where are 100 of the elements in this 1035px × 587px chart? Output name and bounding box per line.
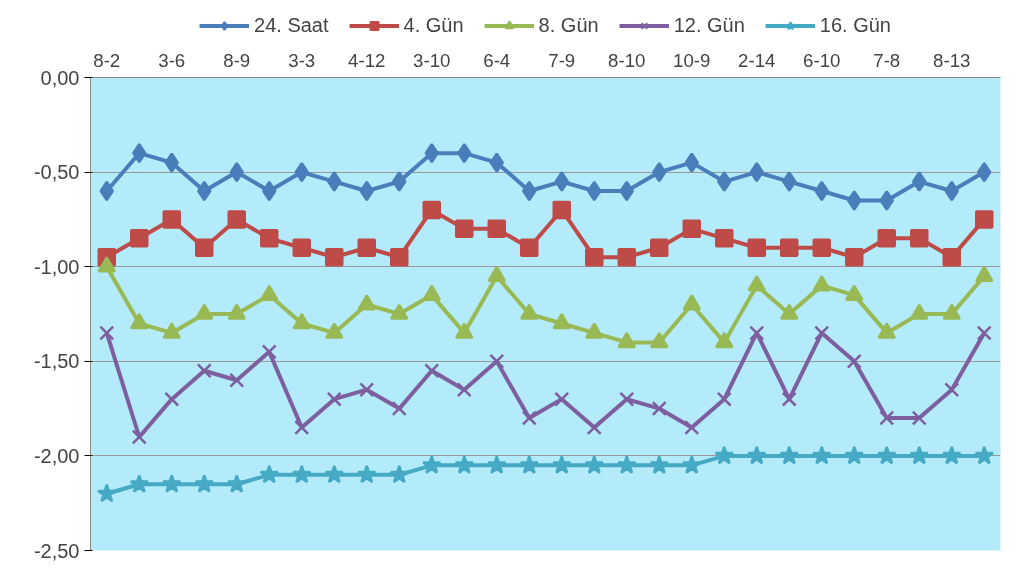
point <box>260 229 279 248</box>
legend-label: 12. Gün <box>673 13 745 37</box>
point <box>422 200 441 220</box>
point <box>456 382 472 398</box>
point <box>684 419 700 436</box>
point <box>229 372 245 388</box>
point <box>454 455 475 474</box>
point <box>489 152 504 173</box>
y-tick-label: -0,50 <box>33 161 80 184</box>
point <box>357 294 376 311</box>
point <box>554 391 570 407</box>
point <box>194 474 215 493</box>
point <box>164 152 179 173</box>
point <box>584 455 605 474</box>
point <box>520 238 539 258</box>
x-tick-label: 3-6 <box>158 49 186 71</box>
point <box>844 445 865 465</box>
y-tick-label: -2,00 <box>33 444 80 467</box>
point <box>390 247 409 267</box>
point <box>715 331 734 349</box>
point <box>649 455 670 474</box>
point <box>812 275 831 292</box>
point <box>421 455 442 474</box>
point <box>617 331 636 349</box>
point <box>162 210 181 229</box>
x-tick-label: 8-2 <box>93 49 121 71</box>
legend-label: 4. Gün <box>403 13 464 37</box>
x-tick-label: 6-10 <box>803 49 841 71</box>
point <box>519 455 540 474</box>
point <box>682 219 701 239</box>
point <box>876 445 897 465</box>
x-tick-label: 4-12 <box>348 49 386 71</box>
point <box>975 210 994 229</box>
point <box>326 391 342 407</box>
point <box>617 247 636 267</box>
point <box>749 325 765 341</box>
point <box>846 353 862 369</box>
x-tick-label: 7-8 <box>873 49 901 71</box>
point <box>486 455 507 474</box>
point <box>97 256 116 273</box>
point <box>941 445 962 465</box>
point <box>554 171 569 192</box>
point <box>129 474 150 493</box>
point <box>357 238 376 258</box>
point <box>424 363 440 379</box>
x-tick-label: 10-9 <box>673 49 711 71</box>
point <box>811 445 832 465</box>
x-tick-label: 6-4 <box>483 49 511 71</box>
legend-label: 8. Gün <box>538 13 599 37</box>
point <box>487 265 506 283</box>
point <box>746 445 767 465</box>
point <box>226 474 247 493</box>
x-tick-label: 8-10 <box>608 49 646 71</box>
point <box>489 353 505 369</box>
point <box>359 382 375 398</box>
point <box>781 391 797 407</box>
point <box>779 445 800 465</box>
point <box>780 238 799 258</box>
point <box>389 464 410 484</box>
point <box>879 410 895 426</box>
x-tick-label: 7-9 <box>548 49 576 71</box>
point <box>911 410 927 426</box>
point <box>585 247 604 267</box>
x-tick-label: 8-13 <box>933 49 971 71</box>
point <box>650 238 669 258</box>
point <box>551 455 572 474</box>
y-tick-label: 0,00 <box>40 66 80 89</box>
point <box>294 419 310 436</box>
point <box>975 265 994 283</box>
point <box>782 171 797 192</box>
point <box>717 171 732 192</box>
point <box>616 455 637 474</box>
point <box>942 247 961 267</box>
x-tick-label: 8-9 <box>223 49 251 71</box>
point <box>912 171 927 192</box>
point <box>684 152 699 173</box>
point <box>327 171 342 192</box>
point <box>910 229 929 248</box>
point <box>455 219 474 239</box>
point <box>814 325 830 341</box>
point <box>130 229 149 248</box>
legend-label: 24. Saat <box>254 13 329 37</box>
point <box>96 483 117 503</box>
point <box>747 238 766 258</box>
y-tick-label: -2,50 <box>33 539 80 562</box>
point <box>324 464 345 484</box>
x-tick-label: 2-14 <box>738 49 776 71</box>
y-tick-label: -1,00 <box>33 255 80 278</box>
point <box>716 391 732 407</box>
point <box>944 382 960 398</box>
point <box>99 325 115 341</box>
point <box>651 400 667 417</box>
point <box>196 363 212 379</box>
point <box>877 229 896 248</box>
point <box>619 391 635 407</box>
point <box>259 464 280 484</box>
point <box>227 210 246 229</box>
point <box>879 190 894 211</box>
point <box>974 445 995 465</box>
point <box>261 344 277 360</box>
